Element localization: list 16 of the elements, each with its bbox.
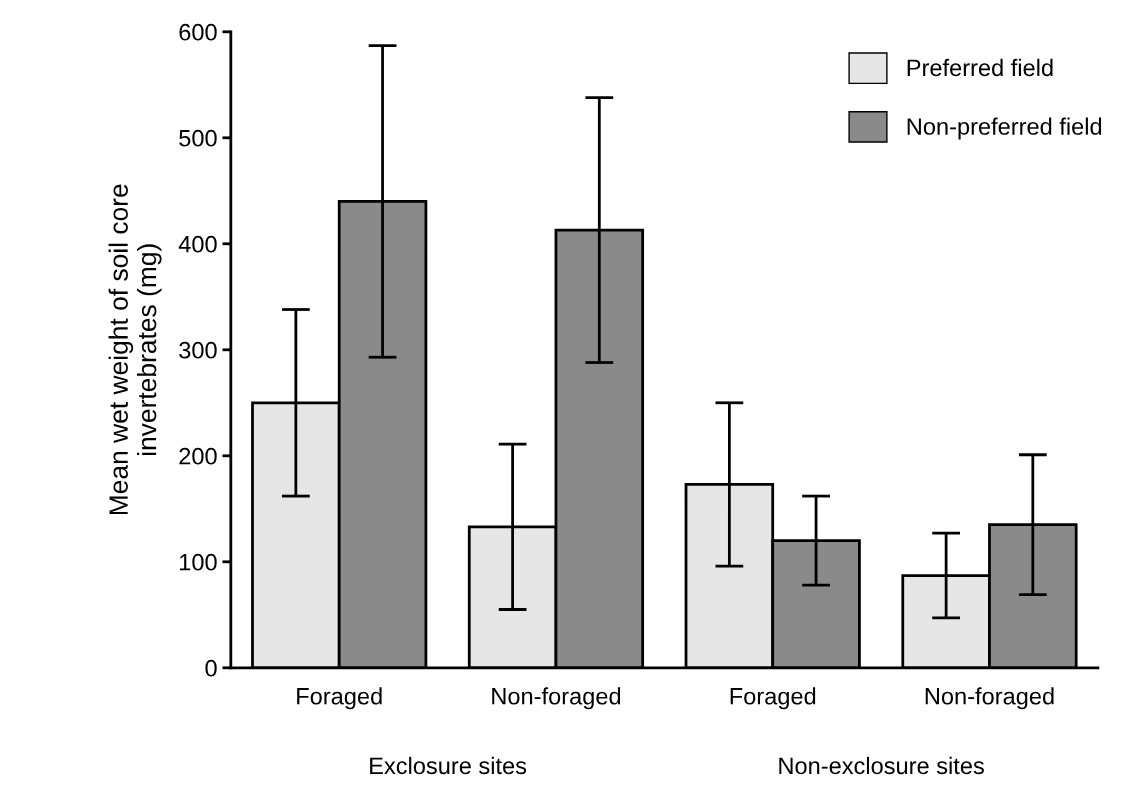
y-axis-title: Mean wet weight of soil core invertebrates (mg) (108, 184, 162, 515)
text: Non-exclosure sites (779, 756, 984, 775)
text: Exclosure sites (370, 756, 527, 775)
y-tick-label: 600 (179, 23, 217, 41)
x-tick-label: Foraged (730, 687, 816, 710)
y-tick-label: 200 (179, 447, 217, 465)
y-tick-label: 400 (178, 235, 217, 253)
y-tick-label: 100 (180, 553, 217, 571)
legend-label: Non-preferred field (907, 117, 1102, 140)
y-tick-label: 300 (179, 341, 217, 359)
x-tick-label: Non-foraged (925, 687, 1054, 710)
legend-label: Preferred field (907, 58, 1053, 77)
x-tick-label: Foraged (297, 687, 382, 710)
y-tick-label: 500 (179, 129, 217, 147)
y-tick-label: 0 (205, 659, 217, 677)
x-tick-label: Non-foraged (492, 687, 621, 710)
